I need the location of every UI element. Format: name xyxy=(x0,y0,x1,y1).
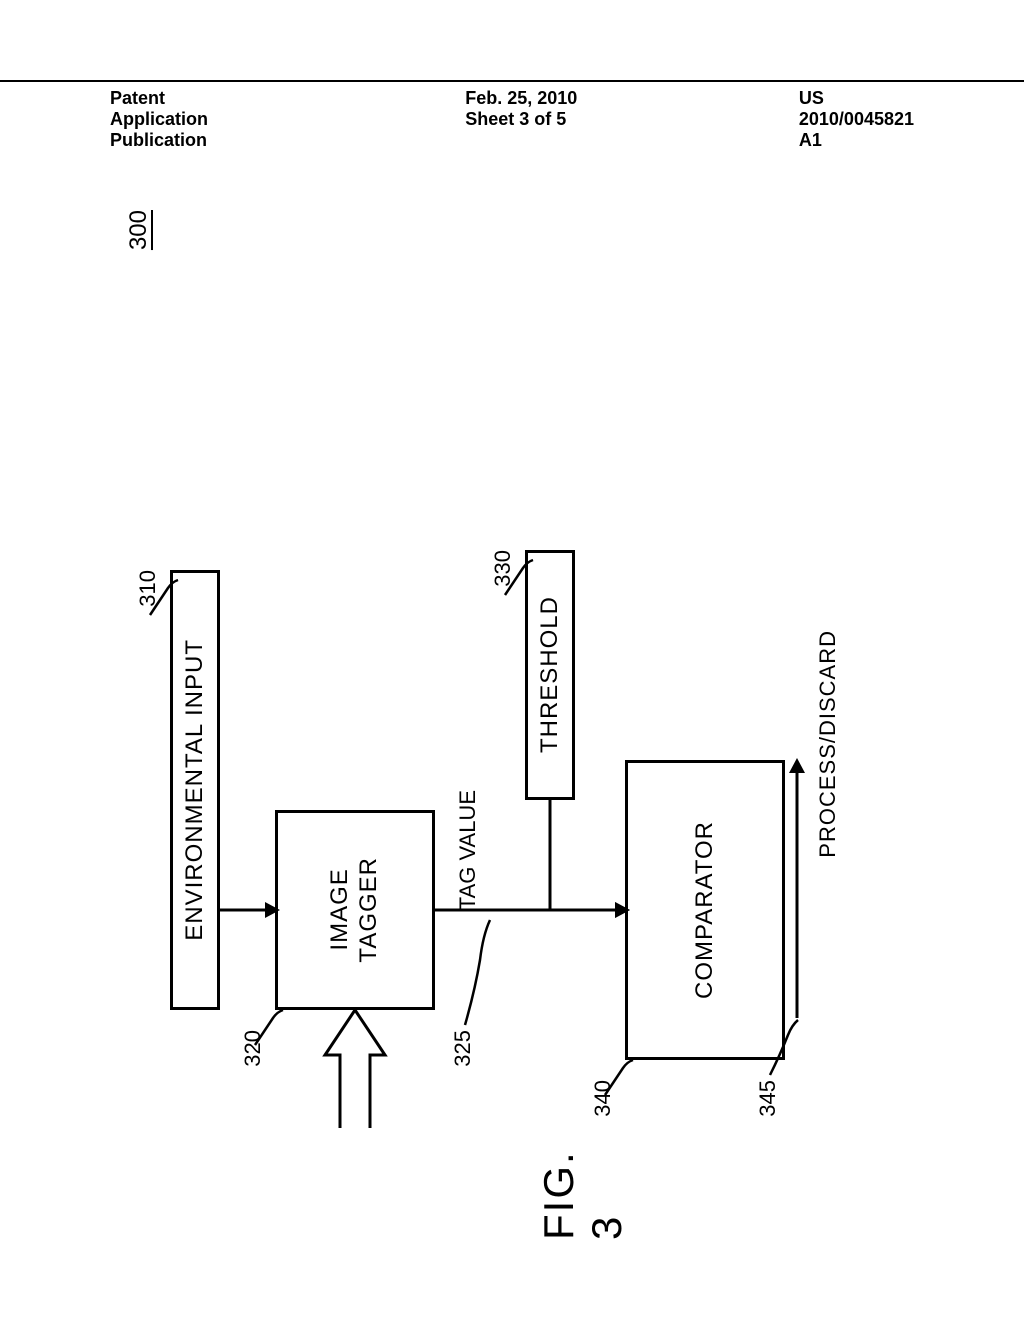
header-right: US 2010/0045821 A1 xyxy=(689,88,1024,151)
environmental-input-box: ENVIRONMENTAL INPUT xyxy=(170,570,220,1010)
image-tagger-box: IMAGETAGGER xyxy=(275,810,435,1010)
image-tagger-label: IMAGETAGGER xyxy=(326,857,384,963)
header-center: Feb. 25, 2010 Sheet 3 of 5 xyxy=(355,88,689,151)
process-discard-label: PROCESS/DISCARD xyxy=(815,630,841,858)
ref-345: 345 xyxy=(755,1080,781,1117)
leader-330 xyxy=(505,560,535,600)
page-header: Patent Application Publication Feb. 25, … xyxy=(0,80,1024,151)
diagram-area: 300 ENVIRONMENTAL INPUT 310 IMAGETAGGER … xyxy=(115,200,905,1240)
arrow-env-to-tagger xyxy=(220,898,280,922)
arrow-comparator-out xyxy=(785,758,809,1018)
leader-345 xyxy=(770,1020,800,1080)
leader-320 xyxy=(255,1010,285,1050)
threshold-label: THRESHOLD xyxy=(536,596,564,753)
figure-number: 300 xyxy=(125,210,153,250)
tag-value-label: TAG VALUE xyxy=(455,790,481,910)
ref-325: 325 xyxy=(450,1030,476,1067)
header-left: Patent Application Publication xyxy=(0,88,355,151)
comparator-label: COMPARATOR xyxy=(691,821,719,999)
environmental-input-label: ENVIRONMENTAL INPUT xyxy=(181,639,209,941)
threshold-drop xyxy=(545,800,585,915)
comparator-box: COMPARATOR xyxy=(625,760,785,1060)
leader-325 xyxy=(465,920,495,1030)
leader-310 xyxy=(150,580,180,620)
input-arrow xyxy=(325,1010,385,1130)
leader-340 xyxy=(605,1060,635,1100)
figure-label: FIG. 3 xyxy=(535,1140,631,1240)
